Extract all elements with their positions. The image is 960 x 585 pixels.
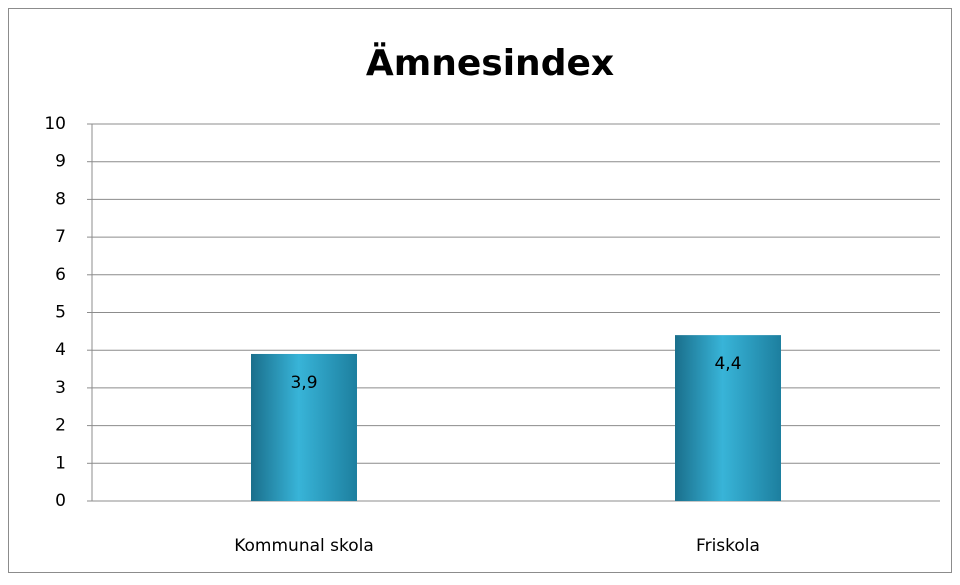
y-tick-label: 4 xyxy=(55,340,66,360)
y-tick-label: 2 xyxy=(55,416,66,436)
data-label: 3,9 xyxy=(290,373,317,393)
y-tick-label: 1 xyxy=(55,453,66,473)
y-tick-label: 8 xyxy=(55,189,66,209)
chart-title: Ämnesindex xyxy=(366,42,614,84)
y-tick-label: 10 xyxy=(44,114,66,134)
y-tick-label: 5 xyxy=(55,303,66,323)
x-tick-label: Friskola xyxy=(696,536,760,556)
y-tick-label: 3 xyxy=(55,378,66,398)
y-tick-label: 0 xyxy=(55,491,66,511)
bar xyxy=(675,335,781,501)
chart-frame xyxy=(8,8,952,573)
y-tick-label: 7 xyxy=(55,227,66,247)
y-tick-label: 6 xyxy=(55,265,66,285)
x-tick-label: Kommunal skola xyxy=(234,536,374,556)
bar xyxy=(251,353,357,501)
y-tick-label: 9 xyxy=(55,152,66,172)
data-label: 4,4 xyxy=(714,354,741,374)
